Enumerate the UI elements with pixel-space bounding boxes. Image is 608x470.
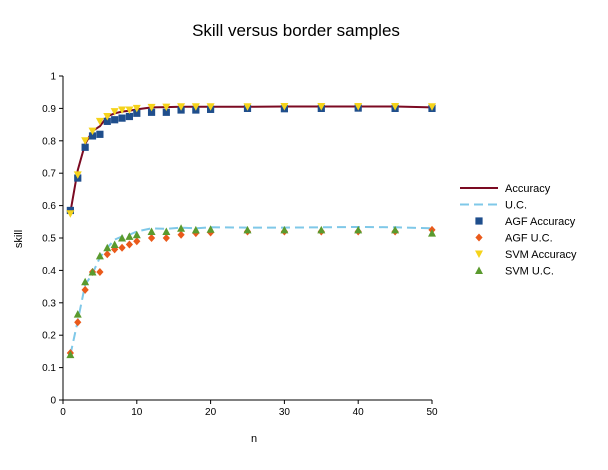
data-point-svm-accuracy — [191, 103, 200, 111]
data-point-agf-u-c — [133, 237, 141, 246]
data-point-svm-accuracy — [147, 103, 156, 112]
data-point-svm-u-c — [280, 225, 289, 234]
axes: 00.10.20.30.40.50.60.70.80.910 10 20 30 40 50 — [42, 72, 438, 419]
data-point-agf-accuracy — [88, 132, 97, 140]
data-point-svm-accuracy — [132, 104, 141, 113]
x-tick-label: 30 — [279, 407, 291, 418]
data-point-agf-accuracy — [162, 108, 170, 116]
data-point-svm-accuracy — [391, 102, 400, 111]
data-point-svm-accuracy — [118, 106, 127, 115]
legend-label-svm-u-c: SVM U.C. — [505, 266, 554, 278]
x-tick-label: 10 — [131, 407, 143, 418]
data-point-svm-u-c — [81, 277, 90, 286]
data-point-svm-accuracy — [81, 137, 90, 145]
data-point-svm-u-c — [428, 229, 436, 237]
y-tick-label: 0.8 — [42, 136, 56, 147]
y-tick-label: 1 — [50, 72, 56, 83]
data-point-svm-u-c — [317, 225, 326, 234]
series-line-accuracy — [69, 105, 433, 213]
data-point-svm-u-c — [243, 225, 252, 234]
data-point-svm-accuracy — [110, 108, 119, 116]
data-point-svm-u-c — [391, 225, 400, 234]
legend-label-svm-accuracy: SVM Accuracy — [505, 249, 577, 261]
data-point-svm-u-c — [125, 232, 134, 240]
data-point-agf-u-c — [118, 243, 126, 252]
y-tick-label: 0.7 — [42, 169, 56, 180]
data-point-svm-u-c — [110, 240, 119, 248]
data-point-agf-u-c — [96, 268, 104, 277]
data-point-svm-accuracy — [243, 103, 252, 111]
data-point-svm-u-c — [147, 227, 156, 236]
data-point-agf-accuracy — [147, 108, 156, 116]
legend-label-agf-u-c: AGF U.C. — [505, 233, 553, 245]
data-point-svm-u-c — [177, 224, 186, 232]
legend-swatch-agf-u-c — [475, 233, 483, 242]
data-point-svm-accuracy — [428, 103, 436, 111]
chart-title: Skill versus border samples — [192, 21, 400, 40]
legend-label-agf-accuracy: AGF Accuracy — [505, 216, 576, 228]
y-tick-label: 0 — [50, 396, 56, 407]
legend-label-u-c: U.C. — [505, 200, 527, 212]
series-line-u-c — [69, 225, 433, 355]
data-point-agf-accuracy — [111, 116, 119, 124]
data-point-agf-u-c — [125, 240, 134, 249]
data-point-agf-u-c — [103, 250, 111, 259]
x-tick-label: 0 — [60, 407, 66, 418]
data-point-svm-accuracy — [280, 102, 289, 111]
data-point-svm-accuracy — [73, 171, 82, 179]
y-tick-label: 0.3 — [42, 298, 56, 309]
legend-swatch-svm-u-c — [475, 266, 483, 274]
data-point-agf-accuracy — [133, 109, 141, 117]
data-point-agf-u-c — [147, 234, 156, 242]
y-axis-label: skill — [13, 230, 25, 248]
legend: Accuracy U.C. AGF Accuracy AGF U.C. SVM Accu… — [460, 183, 577, 278]
data-point-agf-accuracy — [118, 114, 126, 122]
data-point-svm-u-c — [191, 225, 200, 234]
x-axis-label: n — [251, 433, 257, 445]
data-point-svm-u-c — [162, 227, 171, 236]
data-point-svm-accuracy — [317, 102, 326, 111]
legend-label-accuracy: Accuracy — [505, 183, 551, 195]
plot-area — [66, 102, 436, 359]
data-point-svm-u-c — [73, 310, 82, 318]
data-point-svm-u-c — [118, 234, 127, 242]
y-tick-label: 0.6 — [42, 201, 56, 212]
data-point-svm-accuracy — [177, 103, 186, 111]
data-point-agf-u-c — [162, 234, 170, 242]
data-point-agf-accuracy — [103, 117, 111, 125]
data-point-svm-accuracy — [95, 117, 104, 126]
x-tick-label: 50 — [426, 407, 438, 418]
data-point-svm-accuracy — [206, 103, 215, 111]
data-point-svm-accuracy — [354, 102, 363, 111]
data-point-svm-u-c — [103, 243, 112, 252]
data-point-svm-accuracy — [88, 127, 97, 136]
y-tick-label: 0.4 — [42, 266, 56, 277]
y-tick-label: 0.2 — [42, 331, 56, 342]
data-point-svm-accuracy — [66, 210, 75, 218]
data-point-agf-accuracy — [96, 130, 104, 138]
y-tick-label: 0.5 — [42, 234, 56, 245]
x-tick-label: 20 — [205, 407, 217, 418]
x-tick-label: 40 — [353, 407, 365, 418]
data-point-svm-accuracy — [103, 113, 112, 121]
data-point-svm-u-c — [95, 251, 104, 260]
y-tick-label: 0.1 — [42, 363, 56, 374]
data-point-svm-u-c — [132, 230, 141, 239]
data-point-agf-accuracy — [81, 143, 89, 151]
data-point-svm-u-c — [88, 268, 97, 276]
y-tick-label: 0.9 — [42, 104, 56, 115]
data-point-agf-u-c — [177, 230, 185, 239]
data-point-agf-accuracy — [125, 112, 134, 121]
data-point-agf-u-c — [81, 285, 89, 294]
data-point-svm-u-c — [206, 225, 215, 233]
legend-swatch-svm-accuracy — [475, 250, 483, 258]
data-point-svm-accuracy — [162, 103, 171, 112]
data-point-svm-accuracy — [125, 106, 134, 115]
data-point-agf-u-c — [74, 318, 82, 327]
data-point-svm-u-c — [66, 350, 75, 359]
data-point-svm-u-c — [354, 225, 363, 234]
legend-swatch-agf-accuracy — [475, 217, 483, 225]
